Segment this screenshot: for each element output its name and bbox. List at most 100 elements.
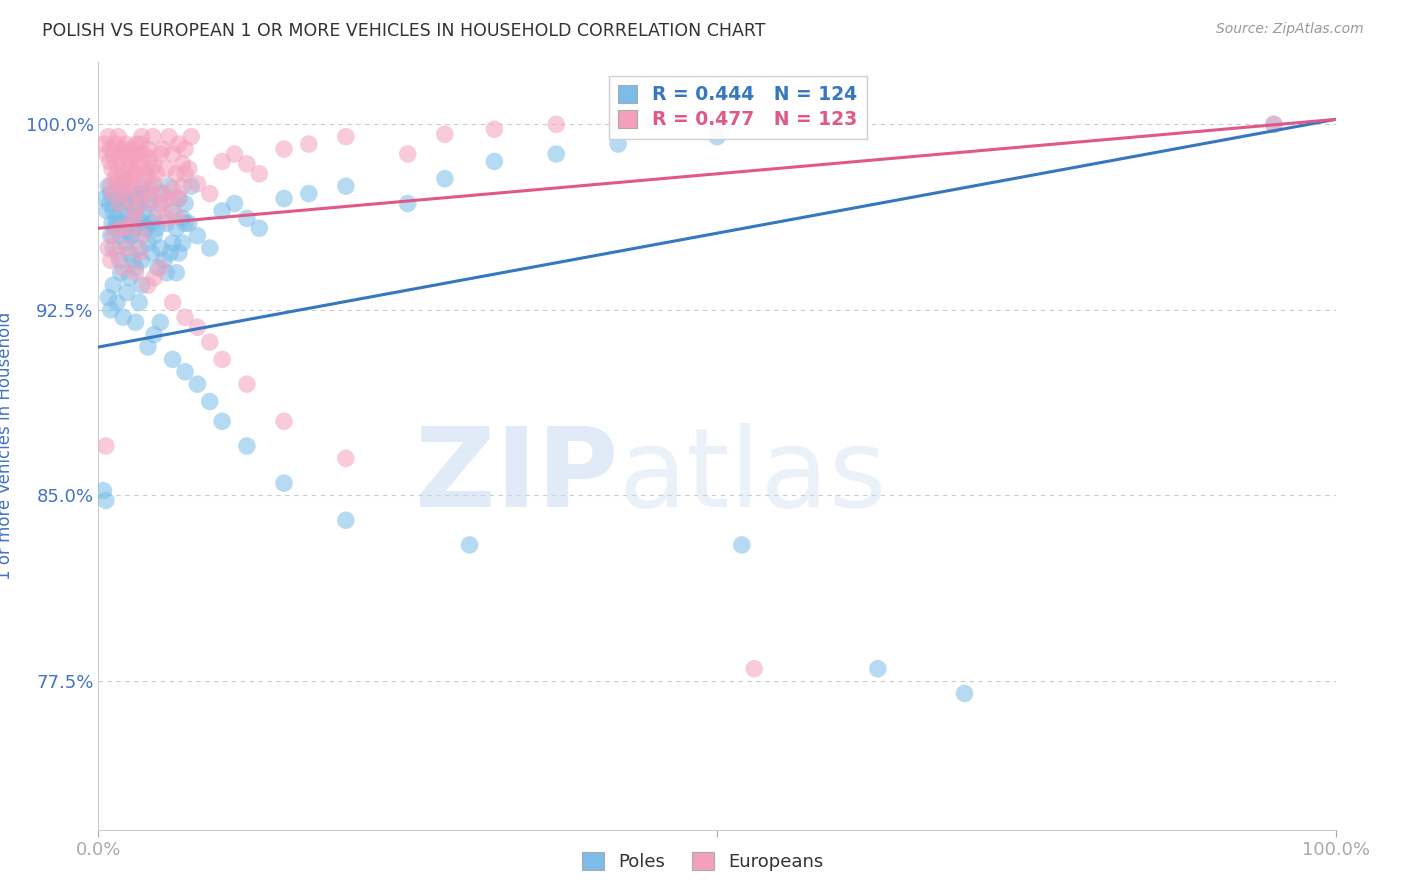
Point <box>124 203 146 218</box>
Point <box>118 152 141 166</box>
Point <box>141 161 163 176</box>
Point <box>155 161 177 176</box>
Legend: Poles, Europeans: Poles, Europeans <box>575 845 831 879</box>
Point <box>103 241 125 255</box>
Point <box>98 196 121 211</box>
Point <box>162 236 184 251</box>
Point <box>118 196 141 211</box>
Point <box>174 365 197 379</box>
Point <box>167 192 190 206</box>
Point <box>177 216 200 230</box>
Point <box>96 147 118 161</box>
Point <box>157 129 180 144</box>
Point <box>236 377 259 392</box>
Point <box>172 157 194 171</box>
Point <box>731 538 754 552</box>
Point <box>180 129 202 144</box>
Point <box>335 129 357 144</box>
Point <box>112 171 135 186</box>
Point <box>134 221 156 235</box>
Point <box>117 157 139 171</box>
Point <box>143 228 166 243</box>
Point <box>108 253 131 268</box>
Point <box>114 192 136 206</box>
Point <box>484 122 506 136</box>
Point <box>136 186 159 201</box>
Point <box>127 157 149 171</box>
Point <box>120 142 142 156</box>
Point <box>159 192 181 206</box>
Point <box>155 216 177 230</box>
Point <box>742 662 765 676</box>
Point <box>141 216 163 230</box>
Point <box>142 129 165 144</box>
Point <box>131 129 153 144</box>
Point <box>186 377 208 392</box>
Point <box>115 171 138 186</box>
Point <box>273 476 295 491</box>
Point <box>103 203 125 218</box>
Point <box>124 260 146 275</box>
Point <box>152 142 174 156</box>
Point <box>706 129 728 144</box>
Point <box>458 538 481 552</box>
Point <box>198 241 221 255</box>
Point <box>146 203 169 218</box>
Point <box>105 211 128 226</box>
Point <box>112 260 135 275</box>
Point <box>335 513 357 527</box>
Point <box>177 161 200 176</box>
Point <box>131 253 153 268</box>
Point <box>103 221 125 235</box>
Point <box>125 137 148 152</box>
Point <box>149 241 172 255</box>
Point <box>224 196 246 211</box>
Point <box>145 221 167 235</box>
Point <box>122 161 145 176</box>
Point <box>134 203 156 218</box>
Point <box>546 147 568 161</box>
Point <box>162 295 184 310</box>
Point <box>165 209 187 223</box>
Point <box>115 285 138 300</box>
Point <box>96 203 118 218</box>
Point <box>155 266 177 280</box>
Point <box>97 241 120 255</box>
Point <box>186 177 208 191</box>
Point <box>298 137 321 152</box>
Point <box>93 483 115 498</box>
Point <box>186 228 208 243</box>
Point <box>149 186 172 201</box>
Point <box>136 181 159 195</box>
Point <box>112 167 135 181</box>
Point <box>1263 117 1285 131</box>
Point <box>131 278 153 293</box>
Point <box>174 216 197 230</box>
Point <box>247 221 270 235</box>
Point <box>122 211 145 226</box>
Point <box>174 310 197 325</box>
Point <box>124 221 146 235</box>
Point <box>118 192 141 206</box>
Point <box>112 203 135 218</box>
Point <box>174 142 197 156</box>
Point <box>103 171 125 186</box>
Point <box>114 137 136 152</box>
Point <box>118 221 141 235</box>
Point <box>607 137 630 152</box>
Point <box>433 127 456 141</box>
Legend: R = 0.444   N = 124, R = 0.477   N = 123: R = 0.444 N = 124, R = 0.477 N = 123 <box>609 76 866 139</box>
Point <box>146 260 169 275</box>
Point <box>101 216 124 230</box>
Point <box>100 179 122 194</box>
Point <box>162 147 184 161</box>
Point <box>236 157 259 171</box>
Point <box>162 352 184 367</box>
Point <box>100 228 122 243</box>
Point <box>128 295 150 310</box>
Point <box>165 266 187 280</box>
Point <box>94 493 117 508</box>
Point <box>128 241 150 255</box>
Point <box>114 236 136 251</box>
Point <box>105 157 128 171</box>
